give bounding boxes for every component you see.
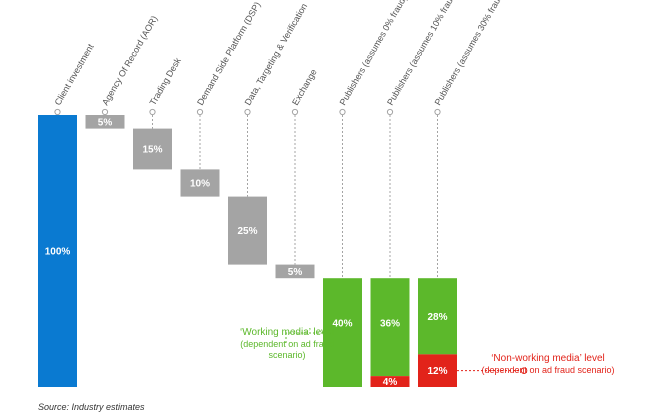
bar-label-working-publishers-assumes-30-fraud: 28% [427, 312, 447, 323]
bar-label-working-publishers-assumes-0-fraud: 40% [332, 319, 352, 330]
leader-dot-agency-of-record-aor [101, 108, 109, 116]
bar-working-publishers-assumes-0-fraud [323, 278, 362, 387]
bar-label-nonworking-publishers-assumes-10-fraud: 4% [383, 377, 398, 388]
category-label-client-investment: Client investment [53, 42, 96, 107]
nonworking-media-title: ‘Non-working media’ level [491, 353, 605, 364]
bar-data-targeting-verification [228, 196, 267, 265]
bar-label-trading-desk: 15% [142, 145, 162, 156]
bar-label-data-targeting-verification: 25% [237, 226, 257, 237]
nonworking-media-subtitle: (dependent on ad fraud scenario) [481, 365, 615, 375]
leader-dot-data-targeting-verification [244, 108, 251, 116]
category-label-agency-of-record-aor: Agency Of Record (AOR) [100, 14, 159, 107]
bar-nonworking-publishers-assumes-30-fraud [418, 354, 457, 387]
leader-dot-publishers-assumes-0-fraud [339, 108, 346, 116]
bar-demand-side-platform-dsp [180, 169, 220, 197]
nonworking-media-annotation: ‘Non-working media’ level (dependent on … [478, 353, 618, 376]
bar-label-agency-of-record-aor: 5% [98, 117, 113, 128]
bar-working-publishers-assumes-30-fraud [418, 278, 457, 355]
bar-agency-of-record-aor [85, 115, 125, 129]
bar-nonworking-publishers-assumes-10-fraud [370, 376, 410, 387]
bar-exchange [275, 264, 315, 279]
bar-label-exchange: 5% [288, 267, 303, 278]
bar-working-publishers-assumes-10-fraud [370, 278, 410, 377]
leader-dot-exchange [291, 108, 299, 116]
bar-client-investment [38, 115, 77, 387]
category-label-trading-desk: Trading Desk [148, 56, 184, 107]
category-label-exchange: Exchange [290, 67, 319, 107]
leader-dot-demand-side-platform-dsp [196, 108, 204, 116]
working-media-title: ‘Working media’ level [240, 327, 334, 338]
bar-trading-desk [133, 128, 172, 170]
leader-dot-publishers-assumes-10-fraud [386, 108, 394, 116]
bar-label-nonworking-publishers-assumes-30-fraud: 12% [427, 366, 447, 377]
working-media-subtitle: (dependent on ad fraud scenario) [240, 339, 334, 360]
nonworking-connector-dot [520, 367, 528, 374]
bar-label-demand-side-platform-dsp: 10% [190, 179, 210, 190]
working-media-annotation: ‘Working media’ level (dependent on ad f… [232, 327, 342, 361]
bar-label-client-investment: 100% [45, 247, 71, 258]
bar-label-working-publishers-assumes-10-fraud: 36% [380, 319, 400, 330]
leader-dot-trading-desk [149, 108, 156, 116]
source-note: Source: Industry estimates [38, 402, 145, 412]
leader-dot-publishers-assumes-30-fraud [434, 108, 441, 116]
leader-dot-client-investment [54, 108, 61, 116]
